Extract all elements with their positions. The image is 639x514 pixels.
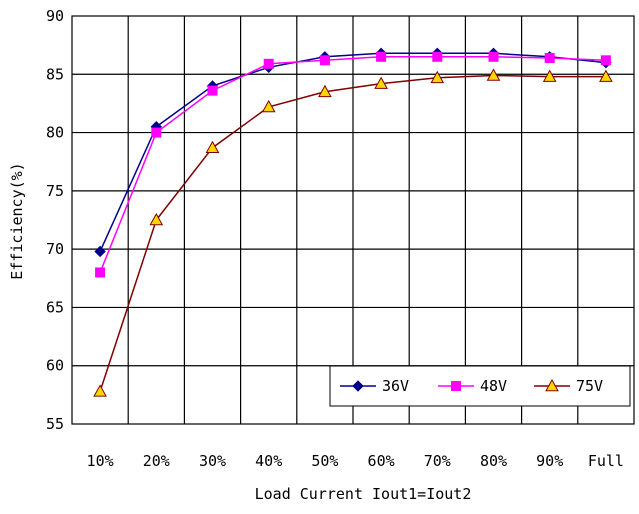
- data-point-48V: [432, 51, 443, 62]
- y-tick-label: 70: [46, 240, 64, 258]
- legend-label-36V: 36V: [382, 377, 409, 395]
- data-point-75V: [93, 384, 107, 397]
- data-point-48V: [263, 58, 274, 69]
- legend-marker-36V: [352, 380, 364, 392]
- data-point-48V: [319, 55, 330, 66]
- data-point-75V: [599, 69, 613, 82]
- data-point-48V: [488, 51, 499, 62]
- series-lines: [99, 52, 606, 392]
- y-tick-label: 85: [46, 65, 64, 83]
- data-point-48V: [95, 267, 106, 278]
- y-tick-label: 55: [46, 415, 64, 433]
- data-point-48V: [544, 52, 555, 63]
- data-point-48V: [600, 55, 611, 66]
- data-point-75V: [149, 212, 164, 226]
- data-point-48V: [207, 85, 218, 96]
- legend-marker-48V: [451, 381, 461, 391]
- legend-label-48V: 48V: [480, 377, 507, 395]
- x-tick-label: 30%: [199, 452, 226, 470]
- data-point-36V: [94, 245, 106, 258]
- x-tick-label: 20%: [143, 452, 170, 470]
- data-point-48V: [151, 127, 162, 138]
- data-point-75V: [486, 68, 501, 81]
- data-point-75V: [261, 99, 276, 113]
- y-tick-label: 75: [46, 182, 64, 200]
- y-tick-labels: 55 60 65 70 75 80 85 90: [46, 7, 64, 433]
- y-tick-label: 80: [46, 124, 64, 142]
- series-line-75V: [99, 74, 606, 392]
- y-tick-label: 60: [46, 357, 64, 375]
- x-tick-label: 70%: [424, 452, 451, 470]
- x-axis-title: Load Current Iout1=Iout2: [255, 485, 472, 503]
- data-point-48V: [376, 51, 387, 62]
- y-axis-title: Efficiency(%): [8, 162, 26, 279]
- x-tick-label: Full: [588, 452, 624, 470]
- x-tick-label: 90%: [536, 452, 563, 470]
- data-point-75V: [542, 69, 557, 82]
- grid: [71, 15, 635, 425]
- legend-marker-75V: [545, 378, 559, 392]
- data-point-75V: [205, 140, 220, 154]
- data-point-75V: [318, 84, 332, 98]
- series-line-36V: [99, 52, 606, 252]
- x-tick-label: 40%: [255, 452, 282, 470]
- x-tick-labels: 10% 20% 30% 40% 50% 60% 70% 80% 90% Full: [87, 452, 624, 470]
- x-tick-label: 60%: [368, 452, 395, 470]
- x-tick-label: 10%: [87, 452, 114, 470]
- x-tick-label: 50%: [311, 452, 338, 470]
- legend-label-75V: 75V: [576, 377, 603, 395]
- data-point-75V: [374, 76, 388, 89]
- series-line-48V: [99, 56, 606, 273]
- y-tick-label: 65: [46, 298, 64, 316]
- legend: 36V 48V 75V: [329, 365, 631, 407]
- series-markers: [93, 47, 613, 397]
- data-point-75V: [430, 70, 445, 84]
- legend-box: [329, 365, 631, 407]
- x-tick-label: 80%: [480, 452, 507, 470]
- y-tick-label: 90: [46, 7, 64, 25]
